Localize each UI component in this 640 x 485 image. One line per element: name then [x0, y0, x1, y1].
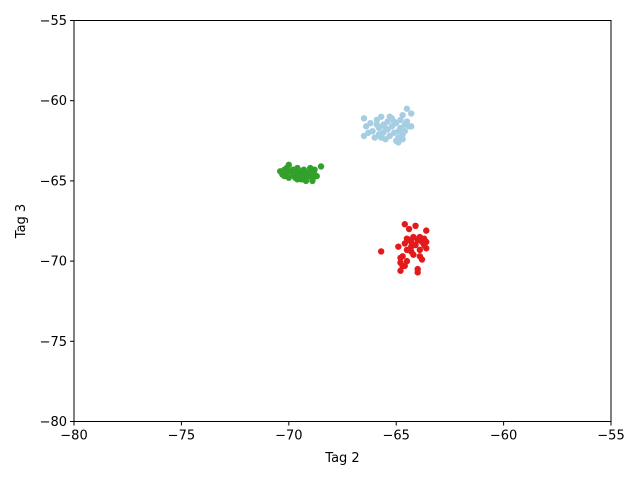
series-2-point-28 [414, 269, 421, 276]
series-0-point-9 [377, 113, 385, 120]
series-1-point-29 [294, 176, 301, 183]
series-0-point-30 [403, 118, 411, 125]
series-2-point-17 [412, 241, 419, 249]
y-tick-label: −70 [40, 255, 67, 270]
x-tick-label: −55 [597, 429, 624, 444]
x-tick-label: −60 [490, 429, 517, 444]
series-2-point-29 [401, 262, 408, 270]
series-0-point-28 [401, 127, 408, 135]
series-1-point-31 [309, 177, 316, 185]
series-0-point-32 [408, 110, 415, 117]
series-0-point-40 [382, 124, 389, 132]
series-0-point-36 [365, 129, 372, 136]
y-tick-label: −80 [40, 415, 67, 430]
y-axis-label: Tag 3 [14, 204, 29, 239]
x-tick-label: −80 [60, 429, 87, 444]
series-2-point-10 [405, 225, 413, 233]
series-1-point-27 [313, 172, 320, 180]
series-2-point-30 [408, 248, 415, 255]
series-2-point-6 [401, 221, 408, 228]
series-2-point-33 [403, 235, 411, 242]
series-0-point-3 [367, 119, 374, 127]
series-2-point-34 [420, 241, 428, 249]
series-2-point-31 [416, 253, 424, 260]
series-2-point-21 [416, 246, 424, 254]
series-0-point-41 [390, 118, 398, 125]
y-tick-label: −60 [40, 94, 67, 109]
series-2-point-3 [397, 267, 404, 274]
series-0-point-29 [403, 105, 411, 112]
points-layer [277, 105, 430, 276]
series-2-point-32 [397, 254, 404, 262]
series-0-point-39 [399, 136, 406, 143]
x-tick-label: −65 [382, 429, 409, 444]
series-1-point-30 [283, 164, 290, 172]
series-0-point-23 [397, 116, 404, 124]
series-2-point-16 [412, 222, 419, 230]
series-1-point-26 [311, 166, 318, 173]
x-tick-label: −70 [275, 429, 302, 444]
series-0-point-38 [373, 121, 381, 128]
x-axis-label: Tag 2 [324, 451, 359, 466]
series-2-point-0 [377, 248, 385, 255]
y-tick-label: −55 [40, 14, 67, 29]
series-2-point-1 [395, 243, 402, 250]
plot-frame [73, 20, 612, 422]
series-0-point-33 [408, 123, 415, 130]
series-2-point-27 [423, 227, 430, 234]
y-axis-ticks: −80 −75 −70 −65 −60 −55 [40, 14, 74, 430]
y-tick-label: −65 [40, 174, 67, 189]
series-1-point-19 [302, 177, 310, 185]
series-0-point-26 [399, 111, 406, 119]
series-0-point-0 [360, 115, 368, 122]
series-1-point-28 [317, 163, 325, 170]
x-tick-label: −75 [168, 429, 195, 444]
y-tick-label: −75 [40, 335, 67, 350]
series-0-point-35 [377, 134, 385, 141]
x-axis-ticks: −80 −75 −70 −65 −60 −55 [60, 421, 625, 444]
series-2-point-9 [403, 257, 411, 265]
series-0-point-37 [386, 113, 393, 120]
